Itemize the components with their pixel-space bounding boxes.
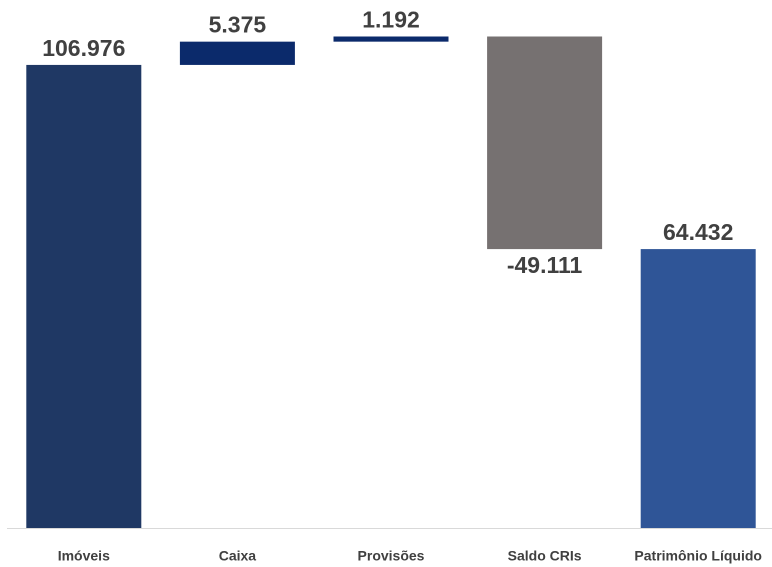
bar bbox=[26, 64, 142, 528]
category-label: Caixa bbox=[219, 548, 257, 564]
bar bbox=[179, 41, 295, 65]
category-label: Saldo CRIs bbox=[508, 548, 582, 564]
category-label: Imóveis bbox=[58, 548, 110, 564]
category-label: Patrimônio Líquido bbox=[634, 548, 762, 564]
bar bbox=[640, 249, 756, 529]
value-label: -49.111 bbox=[507, 252, 583, 278]
value-label: 5.375 bbox=[209, 12, 267, 38]
bar bbox=[333, 36, 449, 42]
value-label: 1.192 bbox=[362, 7, 420, 33]
bar bbox=[487, 36, 603, 250]
category-label: Provisões bbox=[358, 548, 425, 564]
value-label: 106.976 bbox=[42, 35, 125, 61]
value-label: 64.432 bbox=[663, 219, 733, 245]
